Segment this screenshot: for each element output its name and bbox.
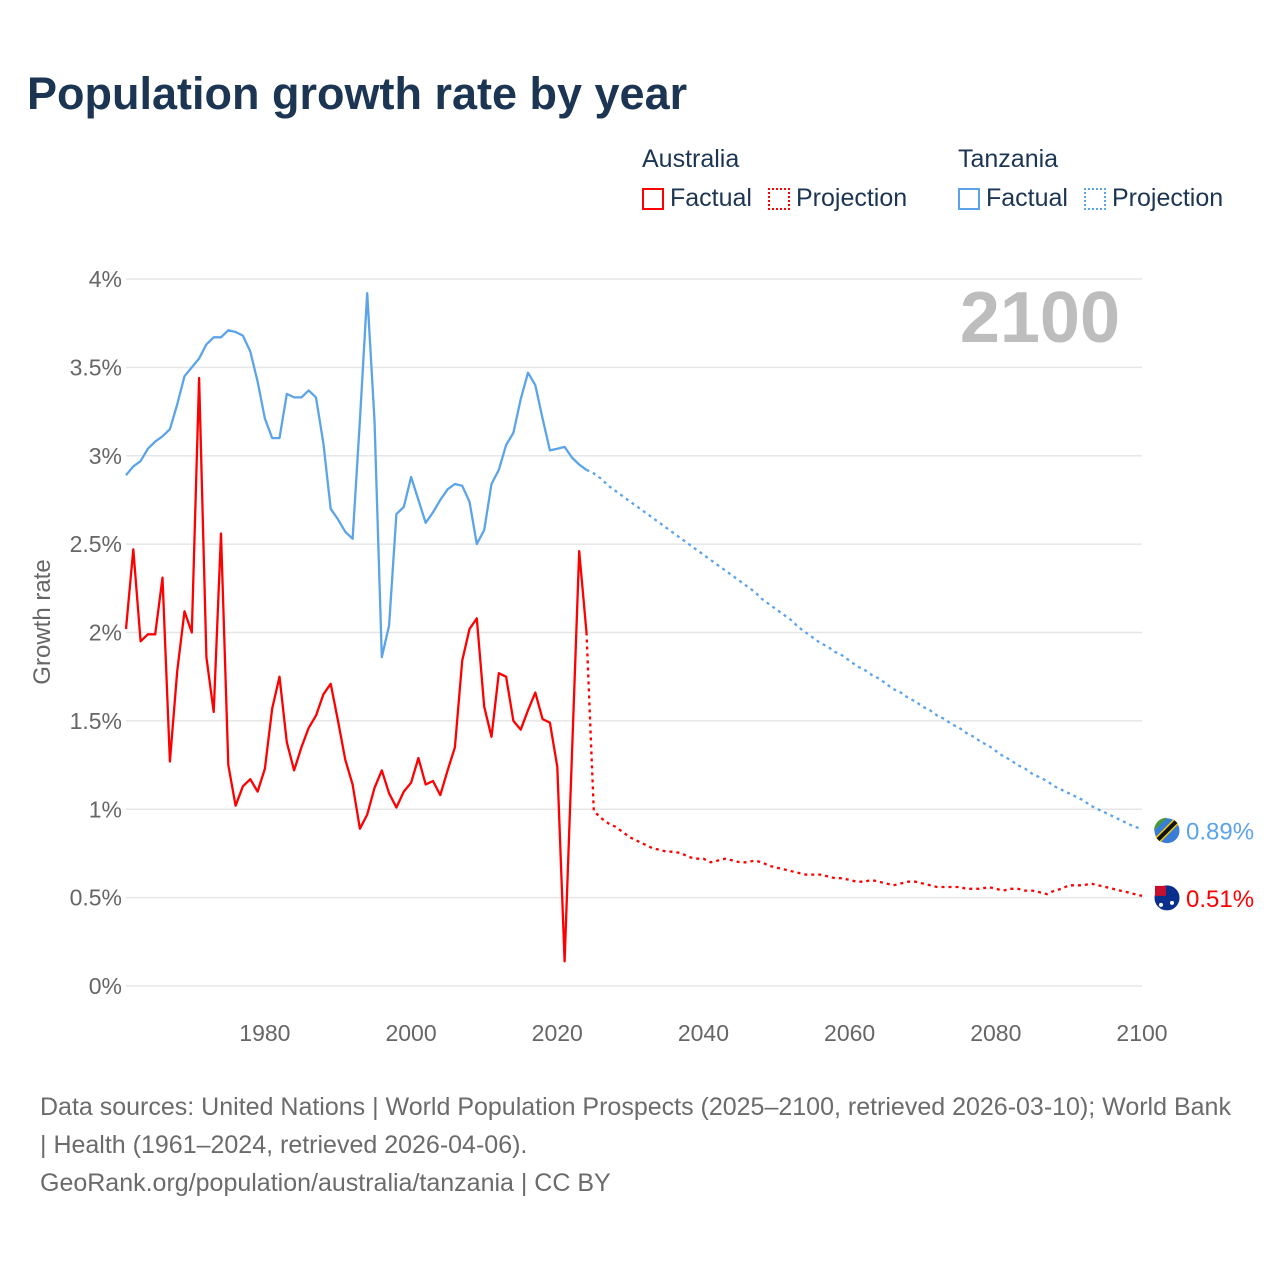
legend-label: Projection — [1111, 184, 1224, 212]
footer: Data sources: United Nations | World Pop… — [40, 1088, 1240, 1202]
legend-australia-title: Australia — [642, 145, 740, 173]
flag-star-icon — [1159, 902, 1163, 907]
australia-factual-line — [124, 376, 588, 963]
legend-label: Factual — [670, 184, 752, 212]
y-tick-label: 0.5% — [70, 885, 122, 911]
solid-swatch-icon — [958, 187, 980, 210]
y-tick-label: 3.5% — [70, 354, 122, 380]
legend-tanzania-projection[interactable]: Projection — [1083, 184, 1224, 213]
tanzania-projection-line — [586, 468, 1143, 830]
legend-label: Factual — [986, 184, 1068, 212]
y-tick-label: 2.5% — [70, 531, 122, 557]
dotted-swatch-icon — [767, 187, 790, 210]
flag-star-icon — [1170, 900, 1174, 905]
x-tick-label: 2060 — [824, 1020, 875, 1046]
x-tick-label: 2100 — [1116, 1020, 1167, 1046]
dotted-swatch-icon — [1083, 187, 1106, 210]
x-tick-label: 2040 — [678, 1020, 729, 1046]
y-axis-label: Growth rate — [29, 559, 56, 684]
legend-australia: Australia Factual Projection — [642, 145, 907, 213]
legend-tanzania-title: Tanzania — [958, 145, 1059, 173]
chart-title: Population growth rate by year — [27, 68, 688, 119]
data-sources: Data sources: United Nations | World Pop… — [40, 1093, 1231, 1159]
flag-stripe-icon — [1156, 820, 1178, 842]
tanzania-end-label: 0.89% — [1186, 819, 1254, 846]
legend-tanzania-factual[interactable]: Factual — [958, 184, 1068, 213]
y-tick-label: 3% — [89, 443, 122, 469]
legend-australia-projection[interactable]: Projection — [767, 184, 908, 213]
y-tick-label: 4% — [89, 266, 122, 292]
legend-label: Projection — [795, 184, 908, 212]
x-tick-label: 2000 — [385, 1020, 436, 1046]
solid-swatch-icon — [642, 187, 664, 210]
y-tick-label: 2% — [89, 620, 122, 646]
legend-australia-factual[interactable]: Factual — [642, 184, 752, 213]
x-tick-label: 1980 — [239, 1020, 290, 1046]
australia-projection-line — [585, 632, 1143, 898]
legend-tanzania: Tanzania Factual Projection — [958, 145, 1223, 213]
x-tick-label: 2020 — [532, 1020, 583, 1046]
y-tick-label: 0% — [89, 973, 122, 999]
flag-green-icon — [1154, 817, 1167, 831]
credit-link[interactable]: GeoRank.org/population/australia/tanzani… — [40, 1169, 611, 1197]
flag-union-icon — [1155, 885, 1166, 896]
y-tick-label: 1.5% — [70, 708, 122, 734]
y-tick-label: 1% — [89, 796, 122, 822]
tanzania-factual-line — [125, 291, 588, 659]
year-watermark: 2100 — [960, 278, 1120, 358]
x-tick-label: 2080 — [970, 1020, 1021, 1046]
australia-end-label: 0.51% — [1186, 886, 1254, 913]
